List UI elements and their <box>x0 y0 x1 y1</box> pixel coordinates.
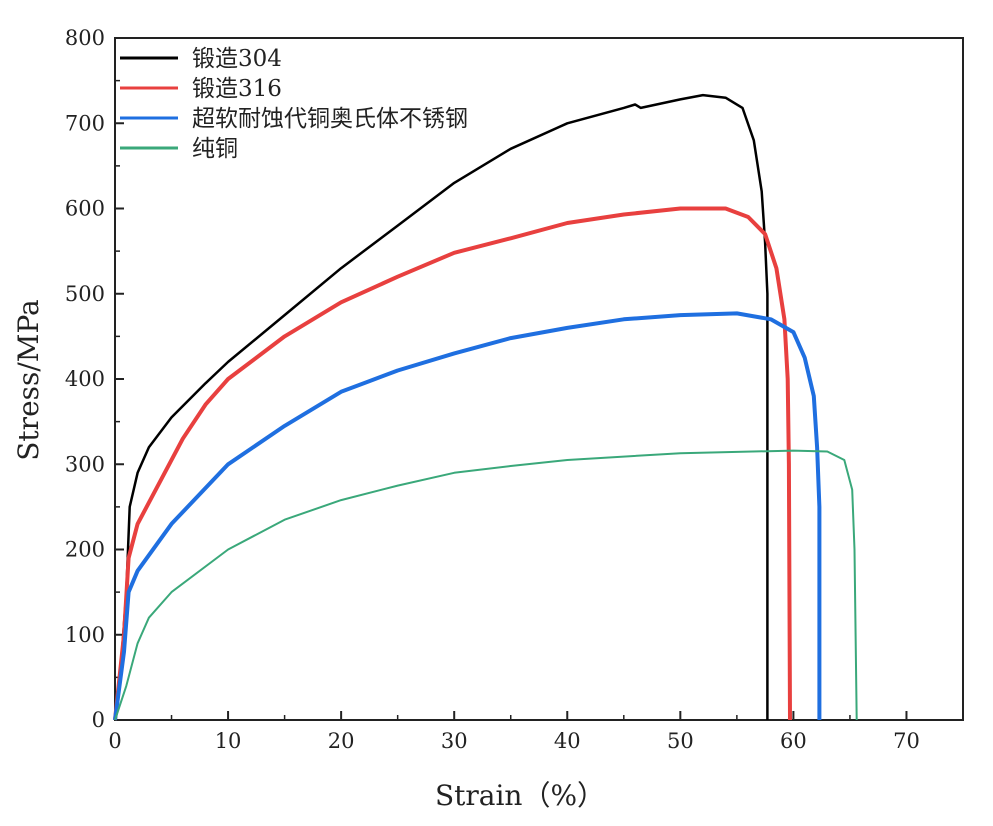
legend-label-1: 锻造316 <box>192 76 282 102</box>
series-line-3 <box>114 449 858 721</box>
x-tick-label: 0 <box>108 729 121 753</box>
x-tick-label: 50 <box>667 729 694 753</box>
y-tick-label: 500 <box>65 282 105 306</box>
x-axis-label: Strain（%） <box>435 779 605 812</box>
series-line-2 <box>113 311 822 721</box>
y-tick-label: 700 <box>65 111 105 135</box>
y-axis-label: Stress/MPa <box>12 299 45 461</box>
y-tick-label: 600 <box>65 197 105 221</box>
series-line-0 <box>113 93 769 721</box>
series-line-1 <box>113 206 792 721</box>
plot-frame <box>114 37 964 721</box>
legend-label-3: 纯铜 <box>192 136 238 162</box>
y-tick-label: 0 <box>92 708 105 732</box>
legend-label-0: 锻造304 <box>192 46 282 72</box>
y-tick-label: 800 <box>65 26 105 50</box>
y-tick-label: 400 <box>65 367 105 391</box>
x-tick-label: 30 <box>441 729 468 753</box>
x-tick-label: 40 <box>554 729 581 753</box>
y-tick-label: 100 <box>65 623 105 647</box>
x-tick-label: 20 <box>328 729 355 753</box>
x-tick-label: 10 <box>215 729 242 753</box>
legend-label-2: 超软耐蚀代铜奥氏体不锈钢 <box>192 106 468 132</box>
y-tick-label: 300 <box>65 452 105 476</box>
x-tick-label: 60 <box>780 729 807 753</box>
y-tick-label: 200 <box>65 538 105 562</box>
x-tick-label: 70 <box>893 729 920 753</box>
